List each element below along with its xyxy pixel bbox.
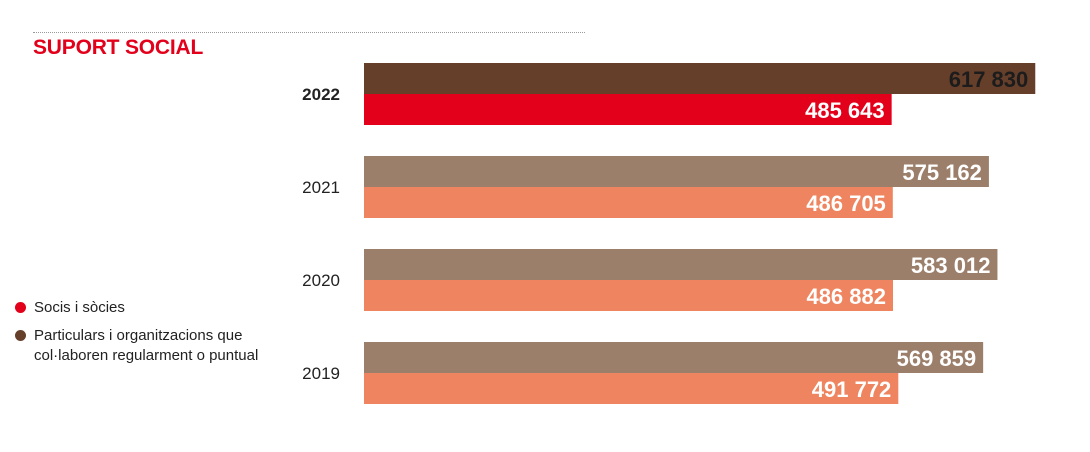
value-label-2021-series-0: 575 162	[902, 160, 982, 185]
bar-2022-series-1	[364, 94, 892, 125]
title-rule	[33, 32, 585, 33]
legend-item-particulars: Particulars i organitzacions que col·lab…	[15, 326, 264, 366]
bar-2021-series-0	[364, 156, 989, 187]
legend: Socis i sòcies Particulars i organitzaci…	[15, 298, 264, 374]
legend-swatch-particulars	[15, 330, 26, 341]
bar-2019-series-1	[364, 373, 899, 404]
bar-2021-series-1	[364, 187, 893, 218]
year-label-2020: 2020	[302, 271, 340, 290]
legend-label-socis: Socis i sòcies	[34, 299, 125, 316]
chart-title: SUPORT SOCIAL	[33, 36, 204, 59]
bar-2022-series-0	[364, 63, 1036, 94]
year-label-2019: 2019	[302, 364, 340, 383]
value-label-2021-series-1: 486 705	[806, 191, 886, 216]
legend-swatch-socis	[15, 302, 26, 313]
bar-2020-series-0	[364, 249, 998, 280]
bar-2020-series-1	[364, 280, 893, 311]
value-label-2020-series-1: 486 882	[806, 284, 886, 309]
value-label-2019-series-1: 491 772	[812, 377, 892, 402]
value-label-2022-series-0: 617 830	[949, 67, 1029, 92]
legend-label-particulars: Particulars i organitzacions que col·lab…	[34, 327, 259, 364]
year-label-2021: 2021	[302, 178, 340, 197]
value-label-2020-series-0: 583 012	[911, 253, 991, 278]
year-label-2022: 2022	[302, 85, 340, 104]
value-label-2019-series-0: 569 859	[897, 346, 977, 371]
legend-item-socis: Socis i sòcies	[15, 298, 264, 318]
bar-2019-series-0	[364, 342, 984, 373]
value-label-2022-series-1: 485 643	[805, 98, 885, 123]
